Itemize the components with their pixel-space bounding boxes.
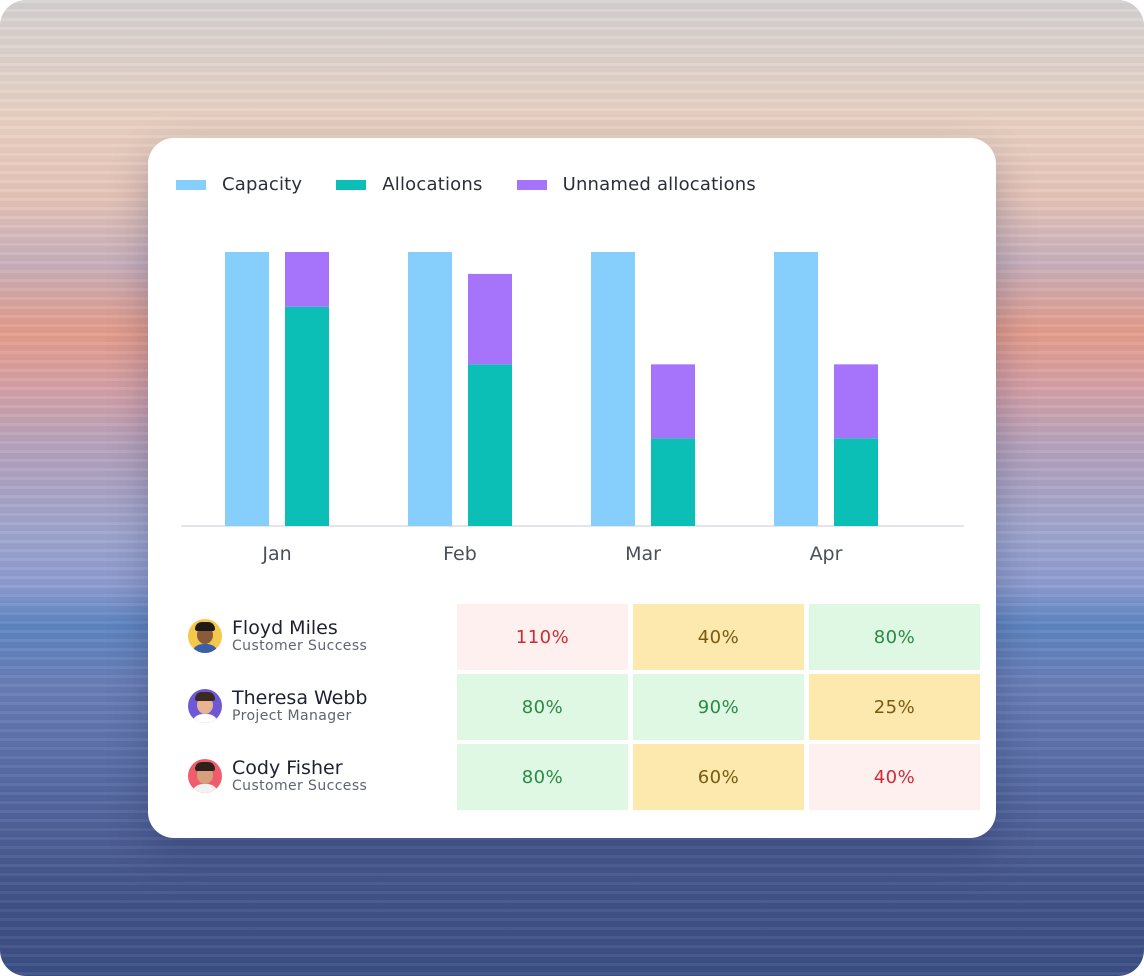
unnamed-allocations-swatch — [516, 179, 547, 190]
capacity-bar-mar[interactable] — [591, 252, 635, 526]
allocations-bar-mar[interactable] — [651, 438, 695, 526]
capacity-swatch — [176, 179, 206, 190]
allocation-cell[interactable]: 80% — [457, 674, 628, 740]
person-name: Floyd Miles — [232, 617, 338, 639]
person-role: Customer Success — [232, 638, 368, 654]
person-row[interactable]: Theresa Webb Project Manager — [188, 688, 428, 724]
avatar-hair — [195, 762, 215, 771]
avatar-shirt — [191, 714, 219, 723]
legend-label: Allocations — [382, 174, 483, 195]
legend-item-unnamed-allocations[interactable]: Unnamed allocations — [516, 174, 756, 195]
person-role: Customer Success — [232, 778, 368, 794]
allocation-cell[interactable]: 60% — [633, 744, 804, 810]
avatar-hair — [195, 692, 215, 701]
avatar — [188, 619, 222, 653]
person-row[interactable]: Floyd Miles Customer Success — [188, 618, 428, 654]
legend-item-capacity[interactable]: Capacity — [176, 174, 302, 195]
person-role: Project Manager — [232, 708, 352, 724]
avatar-shirt — [191, 644, 219, 653]
allocation-cell[interactable]: 110% — [457, 604, 628, 670]
unnamed-allocations-bar-mar[interactable] — [651, 364, 695, 439]
x-tick-label-mar: Mar — [625, 543, 661, 565]
person-name: Cody Fisher — [232, 757, 343, 779]
person-row[interactable]: Cody Fisher Customer Success — [188, 758, 428, 794]
avatar — [188, 689, 222, 723]
legend-label: Capacity — [222, 174, 303, 195]
x-tick-label-jan: Jan — [261, 543, 291, 565]
avatar-shirt — [191, 784, 219, 793]
person-name: Theresa Webb — [232, 687, 368, 709]
unnamed-allocations-bar-apr[interactable] — [834, 364, 878, 439]
capacity-card: Capacity Allocations Unnamed allocations… — [148, 138, 996, 838]
unnamed-allocations-bar-feb[interactable] — [468, 273, 512, 365]
x-tick-label-feb: Feb — [443, 543, 477, 565]
capacity-bar-apr[interactable] — [774, 252, 818, 526]
avatar-hair — [195, 622, 215, 631]
chart-legend: Capacity Allocations Unnamed allocations — [176, 174, 790, 195]
person-info: Cody Fisher Customer Success — [232, 758, 367, 794]
allocation-cell[interactable]: 40% — [633, 604, 804, 670]
allocations-swatch — [336, 179, 367, 190]
unnamed-allocations-bar-jan[interactable] — [285, 252, 329, 307]
allocation-cell[interactable]: 25% — [809, 674, 980, 740]
capacity-bar-jan[interactable] — [225, 252, 269, 526]
allocations-bar-jan[interactable] — [285, 306, 329, 526]
capacity-bar-feb[interactable] — [408, 252, 452, 526]
person-info: Theresa Webb Project Manager — [232, 688, 368, 724]
x-tick-label-apr: Apr — [810, 543, 843, 565]
allocations-bar-apr[interactable] — [834, 438, 878, 526]
allocation-cell[interactable]: 80% — [457, 744, 628, 810]
allocations-bar-feb[interactable] — [468, 364, 512, 526]
avatar — [188, 759, 222, 793]
allocation-cell[interactable]: 80% — [809, 604, 980, 670]
allocation-cell[interactable]: 90% — [633, 674, 804, 740]
capacity-bar-chart: Jan Feb Mar Apr — [181, 252, 964, 565]
legend-label: Unnamed allocations — [562, 174, 756, 195]
legend-item-allocations[interactable]: Allocations — [336, 174, 482, 195]
allocation-cell[interactable]: 40% — [809, 744, 980, 810]
person-info: Floyd Miles Customer Success — [232, 618, 367, 654]
